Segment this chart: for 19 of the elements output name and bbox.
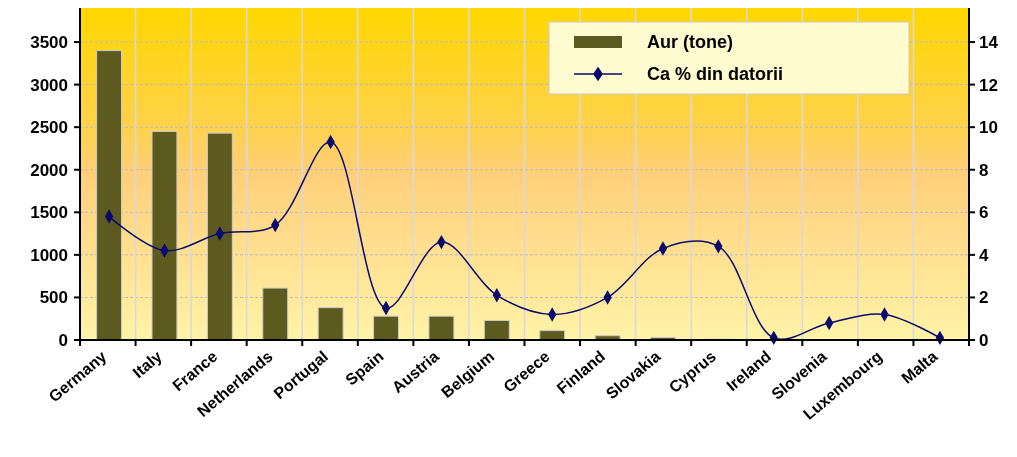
y2-tick-label: 8 xyxy=(979,160,989,180)
y2-tick-label: 2 xyxy=(979,288,989,308)
y2-tick-label: 14 xyxy=(979,33,999,52)
x-tick-label: Italy xyxy=(129,347,166,382)
y-tick-label: 1000 xyxy=(30,245,68,265)
y2-tick-label: 12 xyxy=(979,75,998,95)
y-tick-label: 1500 xyxy=(30,203,68,223)
y-tick-label: 2500 xyxy=(30,118,68,138)
y2-tick-label: 10 xyxy=(979,118,998,138)
y-tick-label: 2000 xyxy=(30,160,68,180)
y2-tick-label: 6 xyxy=(979,203,989,223)
y-tick-label: 3500 xyxy=(30,33,68,52)
legend-label: Ca % din datorii xyxy=(647,64,784,85)
y-tick-label: 3000 xyxy=(30,75,68,95)
y2-tick-label: 4 xyxy=(979,245,989,265)
y-tick-label: 500 xyxy=(39,288,68,308)
legend-label: Aur (tone) xyxy=(647,32,733,53)
y-tick-label: 0 xyxy=(58,330,68,350)
y2-tick-label: 0 xyxy=(979,330,989,350)
